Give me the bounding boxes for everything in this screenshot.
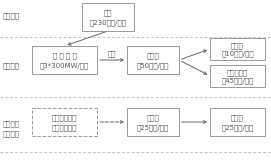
Text: 火 力 发 电: 火 力 发 电 [53, 52, 76, 59]
Text: 铝加工: 铝加工 [231, 115, 244, 121]
Text: （230万吨/年）: （230万吨/年） [89, 20, 127, 26]
Text: （25万吨/年）: （25万吨/年） [221, 125, 254, 132]
Bar [210, 38, 265, 60]
Bar [32, 108, 97, 136]
Text: （25万吨/年）: （25万吨/年） [137, 125, 169, 132]
Text: （50万吨/年）: （50万吨/年） [137, 63, 169, 69]
Bar [210, 65, 265, 87]
Text: 自备: 自备 [108, 51, 116, 57]
Bar [32, 46, 97, 74]
Text: 巩义市：: 巩义市： [3, 62, 20, 69]
Text: 铝精深加工: 铝精深加工 [227, 69, 248, 76]
Bar [127, 46, 179, 74]
Text: 广元市：: 广元市： [3, 120, 20, 127]
Text: （笹建）: （笹建） [3, 130, 20, 137]
Text: 铝加工: 铝加工 [231, 42, 244, 49]
Text: 煤炭: 煤炭 [104, 9, 112, 16]
Text: 电解铝: 电解铝 [147, 52, 159, 59]
Bar [82, 3, 134, 31]
Text: （3*300MW/年）: （3*300MW/年） [40, 63, 89, 69]
Text: （10万吨/年）: （10万吨/年） [221, 51, 254, 57]
Text: （水力发电）: （水力发电） [52, 125, 77, 132]
Bar [210, 108, 265, 136]
Bar [127, 108, 179, 136]
Text: 电解铝: 电解铝 [147, 115, 159, 121]
Text: 大工业直供电: 大工业直供电 [52, 115, 77, 121]
Text: 登封市：: 登封市： [3, 12, 20, 19]
Text: （45万吨/年）: （45万吨/年） [221, 78, 254, 84]
